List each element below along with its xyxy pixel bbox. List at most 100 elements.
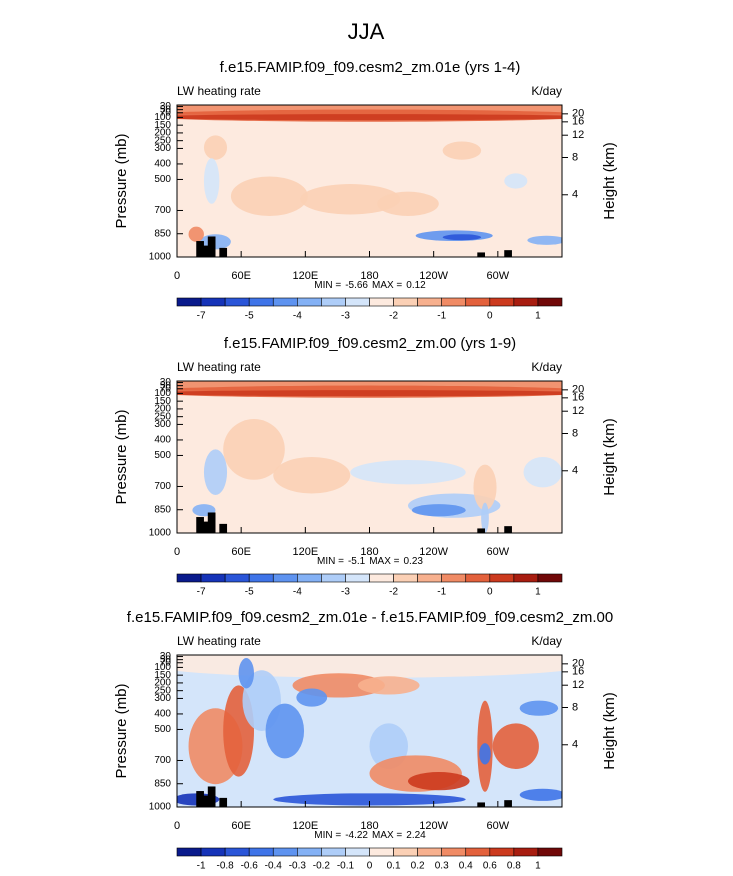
colorbar-label: 1 bbox=[535, 861, 541, 871]
topography bbox=[207, 236, 216, 257]
x-tick-label: 0 bbox=[174, 546, 180, 558]
contour-region bbox=[296, 688, 328, 707]
contour-field bbox=[177, 381, 562, 533]
y-tick-label: 700 bbox=[154, 755, 171, 766]
colorbar-box bbox=[537, 297, 563, 307]
topography bbox=[207, 786, 216, 807]
colorbar-box bbox=[465, 847, 491, 857]
y-tick-label: 1000 bbox=[149, 528, 172, 539]
colorbar-label: -7 bbox=[197, 587, 206, 598]
contour-region bbox=[300, 184, 401, 215]
colorbar-label: -0.8 bbox=[217, 861, 235, 871]
contour-region bbox=[442, 234, 482, 241]
min-value: -4.22 bbox=[345, 830, 368, 841]
contour-region bbox=[519, 788, 562, 801]
x-tick-label: 60W bbox=[487, 820, 510, 832]
y2-tick-label: 4 bbox=[572, 189, 578, 201]
colorbar-box bbox=[369, 847, 394, 857]
topography bbox=[504, 526, 512, 533]
y2-tick-label: 4 bbox=[572, 739, 578, 751]
max-value: 0.12 bbox=[406, 280, 426, 291]
panel-title: f.e15.FAMIP.f09_f09.cesm2_zm.00 (yrs 1-9… bbox=[224, 335, 516, 352]
colorbar-box bbox=[417, 847, 442, 857]
colorbar-box bbox=[393, 847, 418, 857]
contour-region bbox=[527, 235, 562, 245]
x-tick-label: 120W bbox=[419, 820, 448, 832]
y2-tick-label: 8 bbox=[572, 701, 578, 713]
y-tick-label: 30 bbox=[160, 377, 172, 388]
contour-region bbox=[350, 460, 466, 485]
contour-region bbox=[523, 457, 562, 488]
y-tick-label: 150 bbox=[154, 670, 171, 681]
y2-tick-label: 12 bbox=[572, 679, 584, 691]
y2-tick-label: 16 bbox=[572, 666, 584, 678]
colorbar-label: -5 bbox=[245, 311, 254, 322]
y-tick-label: 250 bbox=[154, 135, 171, 146]
panel-title: f.e15.FAMIP.f09_f09.cesm2_zm.01e (yrs 1-… bbox=[220, 59, 521, 76]
colorbar-label: -1 bbox=[437, 311, 446, 322]
y-tick-label: 200 bbox=[154, 404, 171, 415]
y-tick-label: 100 bbox=[154, 112, 171, 123]
y-tick-label: 300 bbox=[154, 693, 171, 704]
y-tick-label: 300 bbox=[154, 419, 171, 430]
contour-region bbox=[273, 793, 466, 806]
contour-region bbox=[492, 723, 539, 769]
y-tick-label: 1000 bbox=[149, 252, 172, 263]
colorbar-label: 0.4 bbox=[459, 861, 473, 871]
colorbar-box bbox=[393, 573, 418, 583]
x-tick-label: 180 bbox=[360, 270, 378, 282]
colorbar-box bbox=[489, 847, 515, 857]
min-value: -5.66 bbox=[345, 280, 368, 291]
x-tick-label: 180 bbox=[360, 820, 378, 832]
colorbar-box bbox=[200, 573, 226, 583]
colorbar-label: -2 bbox=[389, 311, 398, 322]
contour-region bbox=[188, 226, 204, 242]
colorbar-box bbox=[417, 297, 442, 307]
topography bbox=[202, 245, 210, 257]
colorbar-box bbox=[272, 573, 298, 583]
colorbar-box bbox=[297, 297, 322, 307]
colorbar-box bbox=[248, 573, 274, 583]
y-tick-label: 500 bbox=[154, 450, 171, 461]
topography bbox=[477, 802, 485, 807]
colorbar-label: 1 bbox=[535, 587, 541, 598]
topography bbox=[477, 528, 485, 533]
max-value: 2.24 bbox=[406, 830, 426, 841]
y-tick-label: 250 bbox=[154, 685, 171, 696]
colorbar-label: -0.3 bbox=[289, 861, 307, 871]
contour-region bbox=[411, 504, 466, 517]
y2-tick-label: 8 bbox=[572, 427, 578, 439]
contour-region bbox=[408, 772, 470, 791]
colorbar-box bbox=[513, 847, 539, 857]
y-tick-label: 400 bbox=[154, 435, 171, 446]
y-tick-label: 100 bbox=[154, 662, 171, 673]
x-tick-label: 120E bbox=[292, 820, 318, 832]
topography bbox=[477, 252, 485, 257]
colorbar-box bbox=[248, 297, 274, 307]
x-tick-label: 120W bbox=[419, 546, 448, 558]
y2-tick-label: 16 bbox=[572, 116, 584, 128]
colorbar-box bbox=[537, 573, 563, 583]
x-tick-label: 120W bbox=[419, 270, 448, 282]
colorbar-label: -3 bbox=[341, 311, 350, 322]
y-tick-label: 50 bbox=[160, 104, 172, 115]
contour-region bbox=[265, 703, 305, 759]
colorbar-box bbox=[345, 573, 370, 583]
colorbar-box bbox=[224, 297, 250, 307]
colorbar-label: -0.1 bbox=[337, 861, 355, 871]
contour-region bbox=[273, 457, 351, 494]
contour-region bbox=[357, 676, 420, 695]
colorbar-box bbox=[441, 847, 467, 857]
y-tick-label: 300 bbox=[154, 143, 171, 154]
colorbar-label: -0.2 bbox=[313, 861, 331, 871]
y2-tick-label: 8 bbox=[572, 151, 578, 163]
y-tick-label: 850 bbox=[154, 504, 171, 515]
colorbar-box bbox=[176, 573, 202, 583]
colorbar-box bbox=[441, 573, 467, 583]
y-tick-label: 150 bbox=[154, 396, 171, 407]
topography bbox=[219, 247, 228, 257]
min-label: MIN = bbox=[317, 556, 344, 567]
colorbar-label: -4 bbox=[293, 311, 302, 322]
colorbar-box bbox=[321, 847, 346, 857]
contour-region bbox=[177, 114, 562, 121]
